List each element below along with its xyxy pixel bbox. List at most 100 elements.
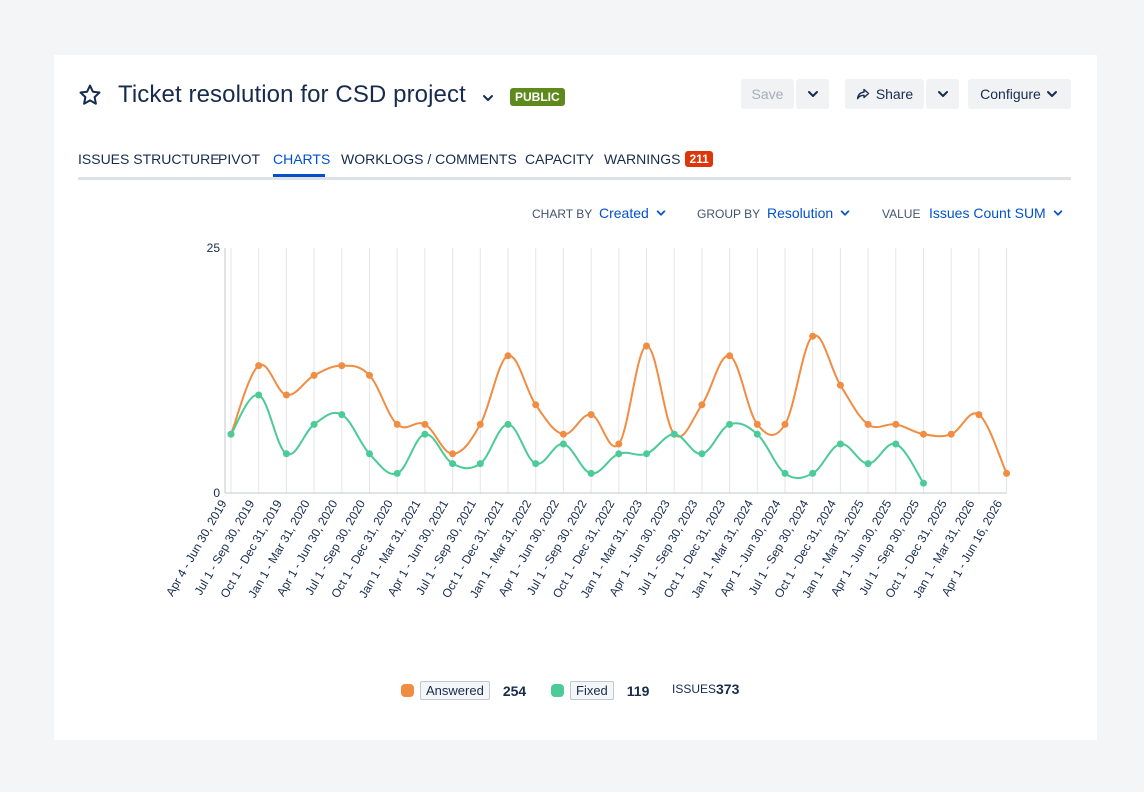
fixed-point [366,450,373,458]
answered-point [892,420,900,428]
answered-point [449,450,457,458]
legend-item-fixed[interactable]: Fixed 119 [551,681,649,700]
tab-capacity[interactable]: CAPACITY [525,151,594,167]
answered-point [920,430,927,438]
answered-point [366,371,373,379]
star-icon[interactable] [78,83,102,107]
chevron-down-icon [840,210,850,216]
answered-point [282,391,290,399]
report-card: Ticket resolution for CSD project PUBLIC… [54,55,1097,740]
answered-point [255,362,263,370]
warnings-count-badge: 211 [685,151,713,167]
tab-charts[interactable]: CHARTS [273,151,331,167]
fixed-swatch [551,684,564,697]
fixed-point [476,460,484,468]
fixed-point [615,450,623,458]
answered-point [781,420,789,428]
answered-point [559,430,567,438]
answered-point [476,420,484,428]
answered-point [809,332,817,340]
answered-point [836,381,844,389]
chevron-down-icon [937,91,948,97]
share-icon [856,88,870,100]
fixed-point [809,469,817,477]
answered-point [421,420,429,428]
chart-by-select[interactable]: Created [599,205,667,221]
fixed-point [753,430,761,438]
value-label: VALUE [882,207,921,221]
chart-by-value: Created [599,205,649,221]
fixed-line [230,393,925,484]
fixed-point [449,460,457,468]
issues-total: 373 [716,681,740,697]
report-tabs: ISSUES STRUCTURE PIVOT CHARTS WORKLOGS /… [78,149,1071,180]
share-label: Share [875,86,914,102]
legend-answered-total: 254 [502,682,527,699]
group-by-label: GROUP BY [697,207,761,221]
fixed-point [864,460,872,468]
issues-label: ISSUES [672,682,717,696]
fixed-point [698,450,706,458]
answered-point [864,420,872,428]
group-by-select[interactable]: Resolution [767,205,851,221]
answered-point [698,401,706,409]
save-button[interactable]: Save [741,79,794,109]
save-options-button[interactable] [796,79,829,109]
fixed-point [393,469,401,477]
fixed-point [532,460,540,468]
legend-fixed-label: Fixed [570,681,614,700]
answered-point [726,352,734,360]
fixed-point [559,440,567,448]
fixed-point [836,440,844,448]
group-by-value: Resolution [767,205,834,221]
fixed-point [255,391,263,399]
fixed-point [587,469,595,477]
answered-point [1003,469,1011,477]
answered-point [615,440,623,448]
fixed-point [282,450,290,458]
fixed-point [892,440,900,448]
answered-point [753,420,761,428]
chevron-down-icon[interactable] [481,91,495,105]
answered-point [947,430,955,438]
answered-point [975,411,983,419]
legend-issues-total: ISSUES 373 [672,681,739,697]
chevron-down-icon [1053,210,1063,216]
fixed-point [504,420,512,428]
y-tick-label: 0 [213,486,220,500]
fixed-point [421,430,429,438]
fixed-point [227,430,235,438]
legend-answered-label: Answered [420,681,490,700]
chart-by-label: CHART BY [532,207,593,221]
answered-swatch [401,684,414,697]
legend-item-answered[interactable]: Answered 254 [401,681,526,700]
tab-issues-structure[interactable]: ISSUES STRUCTURE [78,151,220,167]
visibility-badge: PUBLIC [510,88,565,106]
tab-warnings[interactable]: WARNINGS 211 [604,151,713,167]
active-tab-indicator [273,174,325,177]
fixed-point [338,411,346,419]
chevron-down-icon [656,210,666,216]
answered-point [504,352,512,360]
legend-fixed-total: 119 [626,682,650,699]
answered-point [587,411,595,419]
chevron-down-icon [807,91,818,97]
configure-button[interactable]: Configure [968,79,1071,109]
share-button[interactable]: Share [845,79,924,109]
page-title: Ticket resolution for CSD project [118,81,466,108]
answered-point [393,420,401,428]
fixed-point [920,479,927,487]
value-select[interactable]: Issues Count SUM [929,205,1064,221]
chevron-down-icon [1046,91,1057,97]
answered-point [338,362,346,370]
fixed-point [726,420,734,428]
answered-point [310,371,318,379]
y-tick-label: 25 [207,241,221,255]
share-options-button[interactable] [926,79,959,109]
fixed-point [643,450,650,458]
tab-worklogs-comments[interactable]: WORKLOGS / COMMENTS [341,151,517,167]
tab-pivot[interactable]: PIVOT [218,151,261,167]
configure-label: Configure [980,86,1041,102]
value-value: Issues Count SUM [929,205,1046,221]
fixed-point [781,469,789,477]
